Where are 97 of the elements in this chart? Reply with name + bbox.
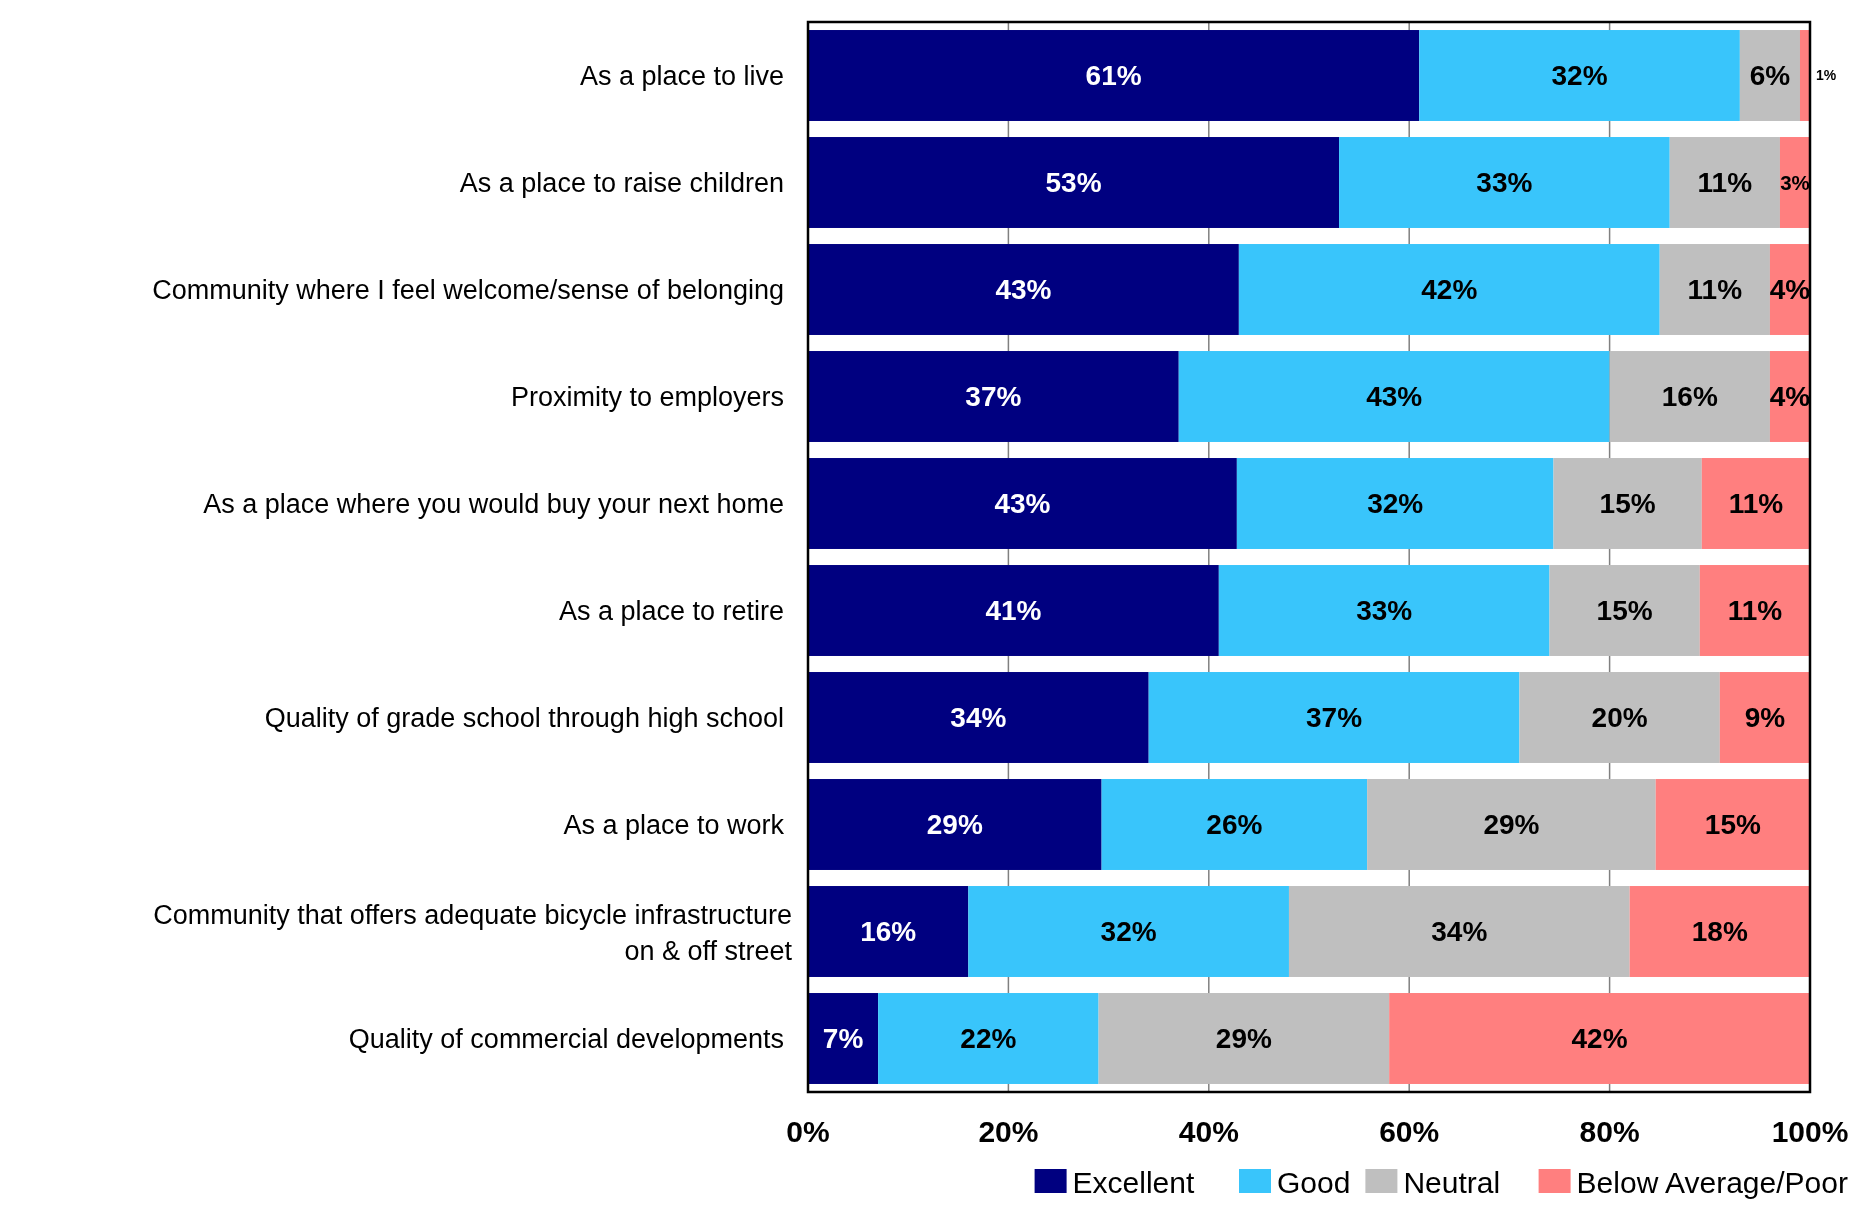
data-label: 29%	[1215, 1023, 1272, 1055]
data-label: 43%	[994, 488, 1051, 520]
data-label: 34%	[950, 702, 1007, 734]
bar	[808, 244, 1239, 335]
data-label: 15%	[1704, 809, 1761, 841]
data-label: 26%	[1206, 809, 1263, 841]
bar	[808, 672, 1149, 763]
data-label: 3%	[1780, 170, 1810, 194]
y-tick-label: As a place where you would buy your next home	[203, 488, 784, 519]
bar	[808, 351, 1179, 442]
data-label: 4%	[1769, 381, 1811, 413]
data-label: 29%	[1483, 809, 1540, 841]
data-label: 7%	[822, 1023, 864, 1055]
bar	[808, 886, 969, 977]
x-tick-label: 0%	[786, 1115, 830, 1148]
data-label: 61%	[1085, 60, 1142, 92]
bar	[968, 886, 1289, 977]
bar	[1101, 779, 1368, 870]
bar	[1699, 565, 1810, 656]
data-label: 29%	[926, 809, 983, 841]
bar	[808, 137, 1340, 228]
data-label: 11%	[1687, 274, 1743, 306]
data-label: 11%	[1697, 167, 1753, 199]
y-tick-label: As a place to retire	[558, 595, 784, 626]
data-label: 6%	[1749, 60, 1791, 92]
data-label: 9%	[1744, 702, 1786, 734]
bar	[1098, 993, 1390, 1084]
legend-label: Below Average/Poor	[1576, 1166, 1848, 1199]
data-label: 43%	[995, 274, 1052, 306]
bar	[1218, 565, 1550, 656]
bar	[1799, 30, 1810, 121]
data-label: 41%	[985, 595, 1042, 627]
bar	[808, 993, 879, 1084]
y-tick-label: As a place to work	[563, 809, 785, 840]
bar	[808, 30, 1420, 121]
y-tick-label: As a place to raise children	[459, 167, 784, 198]
bar	[1148, 672, 1520, 763]
data-label: 32%	[1100, 916, 1157, 948]
data-label: 34%	[1431, 916, 1488, 948]
y-tick-label: Quality of commercial developments	[348, 1023, 784, 1054]
data-label: 20%	[1591, 702, 1648, 734]
data-label: 15%	[1596, 595, 1653, 627]
data-label: 1%	[1816, 67, 1837, 84]
legend-label: Neutral	[1403, 1166, 1501, 1199]
data-label: 37%	[1306, 702, 1363, 734]
bar	[808, 779, 1102, 870]
y-tick-label: Quality of grade school through high school	[264, 702, 784, 733]
bar	[1701, 458, 1810, 549]
data-label: 42%	[1421, 274, 1478, 306]
bar	[1238, 244, 1660, 335]
data-label: 43%	[1366, 381, 1423, 413]
data-label: 33%	[1476, 167, 1533, 199]
legend-label: Good	[1277, 1166, 1351, 1199]
data-label: 11%	[1728, 488, 1784, 520]
y-tick-label: Proximity to employers	[510, 381, 784, 412]
y-tick-label: Community where I feel welcome/sense of belonging	[152, 274, 784, 305]
data-label: 33%	[1356, 595, 1413, 627]
x-tick-label: 80%	[1579, 1115, 1640, 1148]
data-label: 16%	[860, 916, 917, 948]
x-tick-label: 20%	[978, 1115, 1039, 1148]
bar	[1549, 565, 1700, 656]
x-tick-label: 60%	[1379, 1115, 1440, 1148]
data-label: 37%	[965, 381, 1022, 413]
bar	[878, 993, 1099, 1084]
bar	[1419, 30, 1740, 121]
data-label: 22%	[960, 1023, 1017, 1055]
bar	[1719, 672, 1810, 763]
y-tick-label: As a place to live	[579, 60, 784, 91]
bar	[1669, 137, 1780, 228]
x-tick-label: 100%	[1771, 1115, 1849, 1148]
bar	[1739, 30, 1800, 121]
bar	[1389, 993, 1810, 1084]
bar	[1609, 351, 1770, 442]
bar	[1288, 886, 1630, 977]
bar	[1655, 779, 1810, 870]
legend-label: Excellent	[1072, 1166, 1195, 1199]
x-tick-label: 40%	[1178, 1115, 1239, 1148]
data-label: 32%	[1367, 488, 1424, 520]
bar	[1339, 137, 1670, 228]
data-label: 15%	[1599, 488, 1656, 520]
bar	[1659, 244, 1770, 335]
bar	[1553, 458, 1702, 549]
bar	[1519, 672, 1720, 763]
bar	[1236, 458, 1554, 549]
data-label: 16%	[1661, 381, 1718, 413]
data-label: 32%	[1551, 60, 1608, 92]
bar	[1629, 886, 1810, 977]
bar	[1367, 779, 1656, 870]
y-tick-label: Community that offers adequate bicycle infrastructure on & off street	[153, 899, 793, 966]
bar	[808, 458, 1237, 549]
data-label: 53%	[1045, 167, 1102, 199]
bar	[808, 565, 1219, 656]
data-label: 18%	[1691, 916, 1748, 948]
data-label: 42%	[1571, 1023, 1628, 1055]
data-label: 11%	[1727, 595, 1783, 627]
bar	[1178, 351, 1610, 442]
data-label: 4%	[1769, 274, 1811, 306]
